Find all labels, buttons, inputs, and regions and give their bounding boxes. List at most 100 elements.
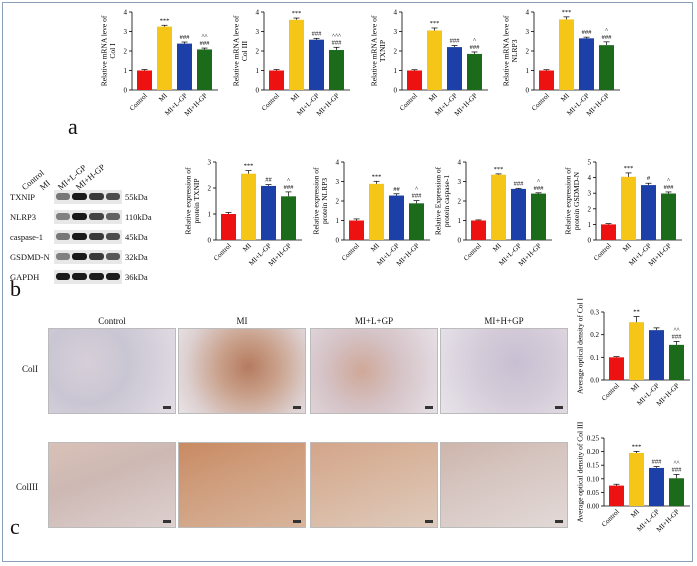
chart-significance-label: *** — [160, 17, 170, 24]
histology-image — [178, 442, 306, 528]
chart-ylabel: Average optical density of Col I — [575, 298, 584, 394]
chart-category-label: Control — [600, 382, 621, 403]
chart-tick-label: 1 — [124, 67, 128, 75]
blot-row — [54, 270, 122, 284]
chart-gsdmdn-protein: Relative expression ofprotein GSDMD-N 0 1 2… — [564, 159, 682, 268]
chart-bar — [447, 47, 462, 90]
chart-category-label: Control — [398, 92, 419, 113]
chart-tick-label: 3 — [458, 178, 462, 186]
chart-ylabel: Relative expression ofprotein TXNIP — [184, 167, 201, 235]
chart-significance-label: ### — [534, 185, 545, 192]
chart-bar — [491, 174, 506, 240]
histology-image — [178, 328, 306, 414]
chart-tick-label: 4 — [458, 159, 462, 167]
chart-bar — [661, 193, 676, 240]
chart-significance-label: ### — [284, 184, 295, 191]
chart-tick-label: 0.15 — [587, 462, 600, 470]
chart-nlrp3-mrna: Relative mRNA leve ofNLRP3 0 1 2 3 4 Control **… — [502, 9, 620, 118]
chart-category-label: MI — [369, 241, 381, 253]
chart-category-label: Control — [530, 92, 551, 113]
chart-tick-label: 1 — [526, 67, 530, 75]
chart-significance-label: ### — [514, 180, 525, 187]
chart-bar — [531, 193, 546, 240]
chart-tick-label: 3 — [256, 28, 260, 36]
chart-significance-label: ### — [450, 38, 461, 45]
chart-significance-label: *** — [292, 10, 302, 17]
chart-tick-label: 3 — [526, 28, 530, 36]
chart-bar — [157, 26, 172, 90]
chart-tick-label: 0.10 — [587, 475, 600, 483]
chart-significance-label: ^ — [537, 178, 540, 185]
chart-ylabel: Relative mRNA leve ofCol III — [232, 15, 249, 86]
chart-significance-label: ^^ — [673, 326, 679, 333]
chart-tick-label: 0.1 — [590, 354, 599, 362]
chart-ylabel: Relative Expression ofprotein caspase-1 — [434, 166, 451, 235]
histology-row-label: ColIII — [16, 482, 38, 492]
chart-significance-label: ### — [672, 466, 683, 473]
wb-protein-label: GSDMD-N — [10, 252, 50, 262]
chart-tick-label: 0.20 — [587, 448, 600, 456]
chart-significance-label: ^^^ — [332, 32, 341, 39]
chart-bar — [641, 185, 656, 240]
chart-significance-label: ### — [470, 44, 481, 51]
chart-significance-label: ### — [652, 459, 663, 466]
chart-tick-label: 0.25 — [587, 435, 600, 443]
chart-category-label: Control — [462, 242, 483, 263]
chart-bar — [389, 195, 404, 240]
chart-significance-label: ^ — [473, 37, 476, 44]
chart-bar — [281, 196, 296, 240]
chart-significance-label: ### — [200, 40, 211, 47]
chart-tick-label: 3 — [208, 159, 212, 167]
histology-image — [310, 328, 438, 414]
chart-bar — [409, 203, 424, 240]
chart-tick-label: 4 — [256, 9, 260, 17]
chart-tick-label: 2 — [526, 48, 530, 56]
histology-column-label: MI+H+GP — [484, 316, 524, 326]
chart-tick-label: 2 — [124, 48, 128, 56]
chart-bar — [629, 452, 644, 506]
chart-col1-density: Average optical density of Col I 0.0 0.1 0.… — [575, 298, 690, 408]
chart-tick-label: 2 — [208, 185, 212, 193]
histology-column-label: MI — [236, 316, 248, 326]
chart-tick-label: 0 — [588, 237, 592, 245]
chart-bar — [621, 176, 636, 240]
chart-tick-label: 1 — [458, 217, 462, 225]
chart-significance-label: ## — [393, 186, 400, 193]
chart-bar — [511, 188, 526, 240]
histology-image — [440, 442, 568, 528]
chart-bar — [197, 49, 212, 90]
chart-significance-label: ### — [664, 184, 675, 191]
wb-kda-label: 55kDa — [125, 192, 148, 202]
chart-tick-label: 3 — [394, 28, 398, 36]
chart-tick-label: 2 — [336, 198, 340, 206]
wb-protein-label: caspase-1 — [10, 232, 44, 242]
chart-category-label: MI — [629, 381, 641, 393]
chart-bar — [539, 70, 554, 90]
chart-tick-label: 1 — [256, 67, 260, 75]
chart-bar — [329, 50, 344, 90]
chart-tick-label: 0.00 — [587, 503, 600, 511]
chart-bar — [669, 344, 684, 380]
chart-significance-label: ### — [180, 34, 191, 41]
chart-bar — [609, 485, 624, 506]
wb-kda-label: 32kDa — [125, 252, 148, 262]
chart-category-label: MI — [241, 241, 253, 253]
chart-category-label: Control — [592, 242, 613, 263]
chart-tick-label: 0.2 — [590, 331, 599, 339]
chart-category-label: MI — [157, 91, 169, 103]
chart-category-label: MI — [491, 241, 503, 253]
chart-bar — [261, 185, 276, 240]
chart-txnip-protein: Relative expression ofprotein TXNIP 0 1 2 3 C… — [184, 159, 302, 268]
chart-tick-label: 1 — [336, 217, 340, 225]
chart-bar — [629, 322, 644, 380]
panel-label-a: a — [68, 114, 78, 139]
chart-significance-label: ^ — [415, 186, 418, 193]
chart-tick-label: 0 — [394, 87, 398, 95]
chart-tick-label: 0 — [526, 87, 530, 95]
chart-bar — [609, 357, 624, 380]
chart-txnip-mrna: Relative mRNA leve ofTXNIP 0 1 2 3 4 Control **… — [370, 9, 488, 118]
wb-protein-label: NLRP3 — [10, 212, 36, 222]
chart-significance-label: ### — [582, 29, 593, 36]
histology-image — [310, 442, 438, 528]
chart-significance-label: *** — [494, 166, 504, 173]
